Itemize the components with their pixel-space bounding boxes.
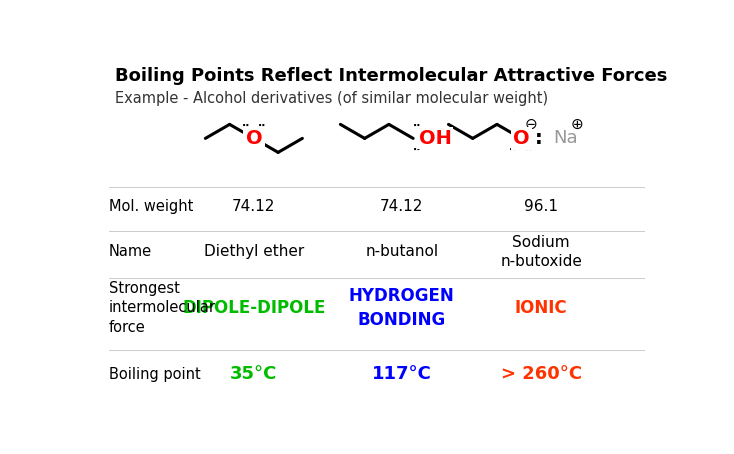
Text: Boiling point: Boiling point <box>109 367 200 382</box>
Text: Diethyl ether: Diethyl ether <box>204 245 304 260</box>
Text: Name: Name <box>109 245 152 260</box>
Text: 74.12: 74.12 <box>380 199 424 214</box>
Text: IONIC: IONIC <box>515 299 567 317</box>
Text: n-butanol: n-butanol <box>366 245 438 260</box>
Text: 35°C: 35°C <box>230 365 277 383</box>
Text: 96.1: 96.1 <box>524 199 558 214</box>
Text: Mol. weight: Mol. weight <box>109 199 193 214</box>
Text: :: : <box>535 129 543 148</box>
Text: HYDROGEN
BONDING: HYDROGEN BONDING <box>349 287 454 329</box>
Text: OH: OH <box>419 129 451 148</box>
Text: Example - Alcohol derivatives (of similar molecular weight): Example - Alcohol derivatives (of simila… <box>115 91 548 106</box>
Text: ⋅⋅: ⋅⋅ <box>525 145 534 155</box>
Text: ⊕: ⊕ <box>571 117 584 132</box>
Text: O: O <box>513 129 529 148</box>
Text: ⋅⋅: ⋅⋅ <box>509 145 517 155</box>
Text: ⋅⋅: ⋅⋅ <box>241 121 250 131</box>
Text: ⋅⋅: ⋅⋅ <box>258 121 266 131</box>
Text: Sodium
n-butoxide: Sodium n-butoxide <box>500 235 582 269</box>
Text: 117°C: 117°C <box>372 365 432 383</box>
Text: Strongest
intermolecular
force: Strongest intermolecular force <box>109 281 216 335</box>
Text: > 260°C: > 260°C <box>501 365 582 383</box>
Text: O: O <box>246 129 262 148</box>
Text: Na: Na <box>553 129 578 148</box>
Text: DIPOLE-DIPOLE: DIPOLE-DIPOLE <box>182 299 326 317</box>
Text: ⋅⋅: ⋅⋅ <box>413 145 422 155</box>
Text: 74.12: 74.12 <box>232 199 275 214</box>
Text: ⊖: ⊖ <box>525 117 537 132</box>
Text: Boiling Points Reflect Intermolecular Attractive Forces: Boiling Points Reflect Intermolecular At… <box>115 67 667 85</box>
Text: ⋅⋅: ⋅⋅ <box>413 121 422 131</box>
